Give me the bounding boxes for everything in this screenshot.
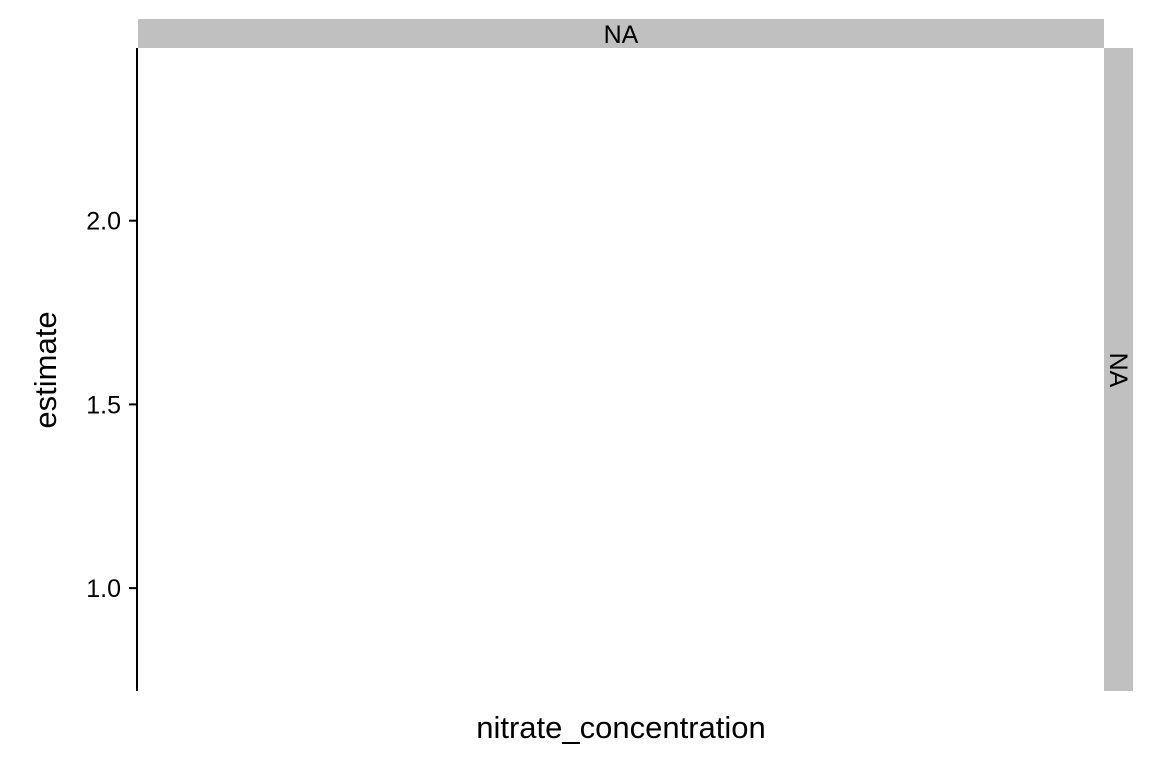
y-tick-label: 2.0 bbox=[86, 208, 121, 236]
y-axis-title: estimate bbox=[28, 311, 63, 428]
y-tick-label: 1.0 bbox=[86, 575, 121, 603]
y-axis-ticks: 1.0 1.5 2.0 bbox=[86, 208, 137, 603]
y-tick-label: 1.5 bbox=[86, 391, 121, 419]
facet-strip-top bbox=[138, 19, 1104, 48]
plot-panel bbox=[138, 48, 1104, 691]
x-axis-title: nitrate_concentration bbox=[476, 710, 766, 745]
facet-strip-right bbox=[1104, 48, 1133, 691]
facet-strip-top-label: NA bbox=[604, 21, 639, 49]
facet-strip-right-label: NA bbox=[1104, 353, 1132, 388]
